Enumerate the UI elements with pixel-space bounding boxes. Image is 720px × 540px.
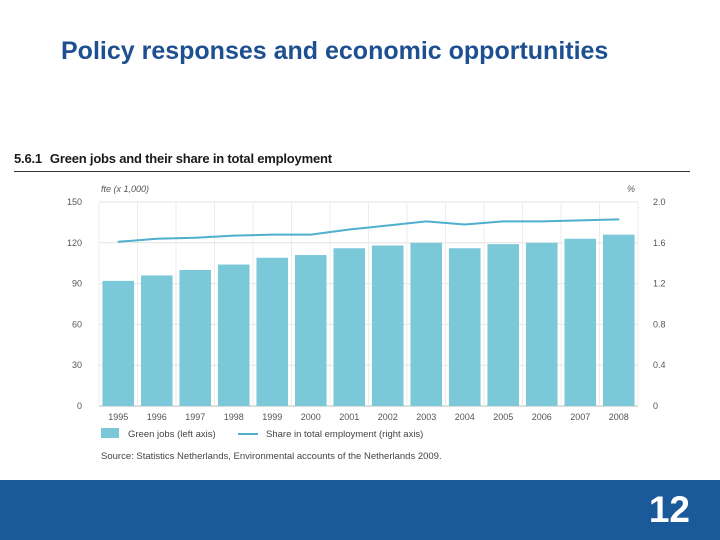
share-line-group xyxy=(117,218,620,243)
right-tick-label: 1.6 xyxy=(653,238,666,248)
left-tick-label: 90 xyxy=(72,279,82,289)
share-line xyxy=(118,218,619,243)
line-point xyxy=(117,240,120,243)
x-tick-label: 2007 xyxy=(570,412,590,422)
left-tick-label: 0 xyxy=(77,401,82,411)
line-point xyxy=(463,223,466,226)
bar xyxy=(333,248,366,406)
x-tick-label: 1996 xyxy=(147,412,167,422)
chart-heading-rule xyxy=(14,171,690,172)
x-tick-label: 1995 xyxy=(108,412,128,422)
left-tick-label: 120 xyxy=(67,238,82,248)
x-tick-label: 2001 xyxy=(339,412,359,422)
right-tick-label: 2.0 xyxy=(653,197,666,207)
x-axis-labels: 1995 1996 1997 1998 1999 2000 2001 2002 2003 2004… xyxy=(108,412,629,422)
x-tick-label: 2006 xyxy=(532,412,552,422)
x-tick-label: 2004 xyxy=(455,412,475,422)
right-tick-label: 0.8 xyxy=(653,319,666,329)
x-tick-label: 2008 xyxy=(609,412,629,422)
bar xyxy=(410,242,443,406)
right-tick-label: 0 xyxy=(653,401,658,411)
left-tick-label: 30 xyxy=(72,360,82,370)
bar xyxy=(525,242,558,406)
bar xyxy=(179,270,212,406)
line-point xyxy=(502,220,505,223)
line-point xyxy=(194,236,197,239)
line-point xyxy=(155,237,158,240)
bar xyxy=(294,255,327,406)
line-point xyxy=(271,233,274,236)
x-tick-label: 2002 xyxy=(378,412,398,422)
legend-line-label: Share in total employment (right axis) xyxy=(266,429,423,440)
x-tick-label: 1999 xyxy=(262,412,282,422)
left-tick-label: 150 xyxy=(67,197,82,207)
line-point xyxy=(579,219,582,222)
chart-source: Source: Statistics Netherlands, Environm… xyxy=(101,451,442,462)
line-point xyxy=(540,220,543,223)
right-axis-unit: % xyxy=(627,184,635,194)
page-number: 12 xyxy=(648,489,690,530)
x-tick-label: 1998 xyxy=(224,412,244,422)
x-tick-label: 2005 xyxy=(493,412,513,422)
bar xyxy=(102,280,135,406)
footer-bar xyxy=(0,480,720,540)
bars xyxy=(102,234,635,406)
bar xyxy=(602,234,635,406)
chart-title: Green jobs and their share in total empl… xyxy=(49,151,332,166)
chart-heading: 5.6.1 Green jobs and their share in total… xyxy=(14,151,332,166)
bar xyxy=(256,257,289,406)
legend-bar-swatch xyxy=(101,428,119,438)
left-tick-label: 60 xyxy=(72,319,82,329)
bar xyxy=(487,244,520,406)
x-tick-label: 2000 xyxy=(301,412,321,422)
right-tick-label: 0.4 xyxy=(653,360,666,370)
line-point xyxy=(309,233,312,236)
left-axis-labels: 150 120 90 60 30 0 xyxy=(67,197,82,411)
line-point xyxy=(617,218,620,221)
right-tick-label: 1.2 xyxy=(653,279,666,289)
x-tick-label: 2003 xyxy=(416,412,436,422)
line-point xyxy=(232,234,235,237)
chart-number: 5.6.1 xyxy=(14,151,42,166)
bar xyxy=(217,264,250,406)
line-point xyxy=(348,228,351,231)
slide-title: Policy responses and economic opportunit… xyxy=(61,37,609,65)
bar xyxy=(448,248,481,406)
line-point xyxy=(425,220,428,223)
bar xyxy=(140,275,173,406)
legend-bar-label: Green jobs (left axis) xyxy=(128,429,216,440)
bar xyxy=(564,238,597,406)
right-axis-labels: 2.0 1.6 1.2 0.8 0.4 0 xyxy=(653,197,666,411)
left-axis-unit: fte (x 1,000) xyxy=(101,184,149,194)
bar xyxy=(371,245,404,406)
line-point xyxy=(386,224,389,227)
x-tick-label: 1997 xyxy=(185,412,205,422)
